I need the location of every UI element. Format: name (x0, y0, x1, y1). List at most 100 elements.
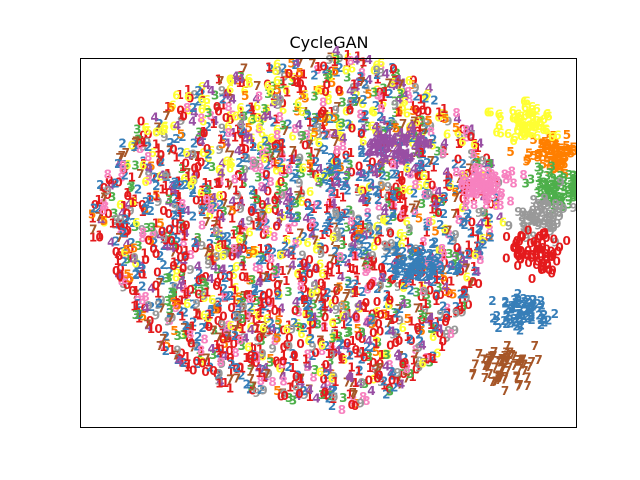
digit-point-6: 6 (273, 74, 281, 88)
digit-point-0: 0 (243, 288, 251, 302)
digit-point-1: 1 (432, 294, 440, 308)
digit-point-3: 3 (288, 74, 296, 88)
digit-point-1: 1 (291, 350, 299, 364)
digit-point-0: 0 (285, 201, 293, 215)
digit-point-4: 4 (191, 167, 199, 181)
digit-point-3: 3 (564, 181, 572, 195)
digit-point-2: 2 (408, 262, 416, 276)
digit-point-0: 0 (273, 190, 281, 204)
digit-point-7: 7 (183, 166, 191, 180)
digit-point-1: 1 (417, 279, 425, 293)
digit-point-6: 6 (294, 234, 302, 248)
digit-point-2: 2 (237, 368, 245, 382)
digit-point-3: 3 (306, 164, 314, 178)
digit-point-4: 4 (395, 136, 403, 150)
digit-point-7: 7 (186, 322, 194, 336)
digit-point-1: 1 (218, 343, 226, 357)
digit-point-7: 7 (231, 323, 239, 337)
digit-point-3: 3 (274, 184, 282, 198)
digit-point-9: 9 (538, 210, 546, 224)
digit-point-9: 9 (522, 231, 530, 245)
digit-point-9: 9 (388, 243, 396, 257)
digit-point-5: 5 (560, 150, 568, 164)
digit-point-2: 2 (241, 151, 249, 165)
digit-point-5: 5 (380, 308, 388, 322)
digit-point-1: 1 (200, 125, 208, 139)
digit-point-2: 2 (246, 245, 254, 259)
digit-point-0: 0 (436, 288, 444, 302)
digit-point-5: 5 (569, 144, 577, 158)
digit-point-0: 0 (299, 83, 307, 97)
digit-point-9: 9 (521, 225, 529, 239)
digit-point-3: 3 (271, 263, 279, 277)
digit-point-0: 0 (534, 242, 542, 256)
digit-point-7: 7 (435, 244, 443, 258)
digit-point-4: 4 (218, 211, 226, 225)
digit-point-4: 4 (373, 127, 381, 141)
digit-point-0: 0 (311, 346, 319, 360)
digit-point-3: 3 (162, 271, 170, 285)
digit-point-1: 1 (327, 265, 335, 279)
digit-point-6: 6 (403, 162, 411, 176)
digit-point-7: 7 (297, 381, 305, 395)
digit-point-0: 0 (114, 175, 122, 189)
digit-point-4: 4 (370, 163, 378, 177)
digit-point-6: 6 (437, 192, 445, 206)
digit-point-8: 8 (303, 128, 311, 142)
digit-point-8: 8 (257, 374, 265, 388)
digit-point-0: 0 (176, 251, 184, 265)
digit-point-5: 5 (354, 322, 362, 336)
digit-point-2: 2 (177, 178, 185, 192)
digit-point-9: 9 (412, 243, 420, 257)
digit-point-6: 6 (266, 84, 274, 98)
digit-point-0: 0 (463, 179, 471, 193)
digit-point-8: 8 (477, 184, 485, 198)
digit-point-1: 1 (340, 317, 348, 331)
digit-point-0: 0 (369, 356, 377, 370)
digit-point-8: 8 (101, 199, 109, 213)
digit-point-7: 7 (516, 353, 524, 367)
digit-point-1: 1 (270, 156, 278, 170)
digit-point-1: 1 (438, 340, 446, 354)
digit-point-2: 2 (170, 232, 178, 246)
digit-point-0: 0 (181, 250, 189, 264)
digit-point-2: 2 (342, 175, 350, 189)
digit-point-2: 2 (431, 320, 439, 334)
digit-point-8: 8 (375, 200, 383, 214)
digit-point-3: 3 (394, 185, 402, 199)
digit-point-1: 1 (286, 380, 294, 394)
digit-point-4: 4 (346, 84, 354, 98)
digit-point-2: 2 (337, 336, 345, 350)
digit-point-3: 3 (237, 163, 245, 177)
digit-point-4: 4 (325, 386, 333, 400)
digit-point-2: 2 (412, 90, 420, 104)
digit-point-6: 6 (388, 76, 396, 90)
digit-point-0: 0 (176, 352, 184, 366)
digit-point-1: 1 (291, 147, 299, 161)
digit-point-3: 3 (238, 339, 246, 353)
digit-point-1: 1 (180, 288, 188, 302)
digit-point-2: 2 (511, 315, 519, 329)
digit-point-2: 2 (437, 310, 445, 324)
digit-point-5: 5 (552, 146, 560, 160)
digit-point-1: 1 (161, 179, 169, 193)
digit-point-2: 2 (510, 293, 518, 307)
digit-point-9: 9 (285, 340, 293, 354)
digit-point-1: 1 (350, 78, 358, 92)
digit-point-4: 4 (332, 44, 340, 58)
digit-point-0: 0 (532, 249, 540, 263)
digit-point-7: 7 (131, 136, 139, 150)
digit-point-9: 9 (274, 64, 282, 78)
digit-point-1: 1 (278, 264, 286, 278)
digit-point-0: 0 (247, 204, 255, 218)
digit-point-5: 5 (522, 155, 530, 169)
digit-point-2: 2 (198, 205, 206, 219)
digit-point-1: 1 (98, 207, 106, 221)
digit-point-9: 9 (308, 167, 316, 181)
digit-point-2: 2 (304, 109, 312, 123)
digit-point-6: 6 (441, 109, 449, 123)
digit-point-6: 6 (330, 50, 338, 64)
digit-point-9: 9 (559, 202, 567, 216)
digit-point-2: 2 (180, 356, 188, 370)
digit-point-6: 6 (278, 161, 286, 175)
